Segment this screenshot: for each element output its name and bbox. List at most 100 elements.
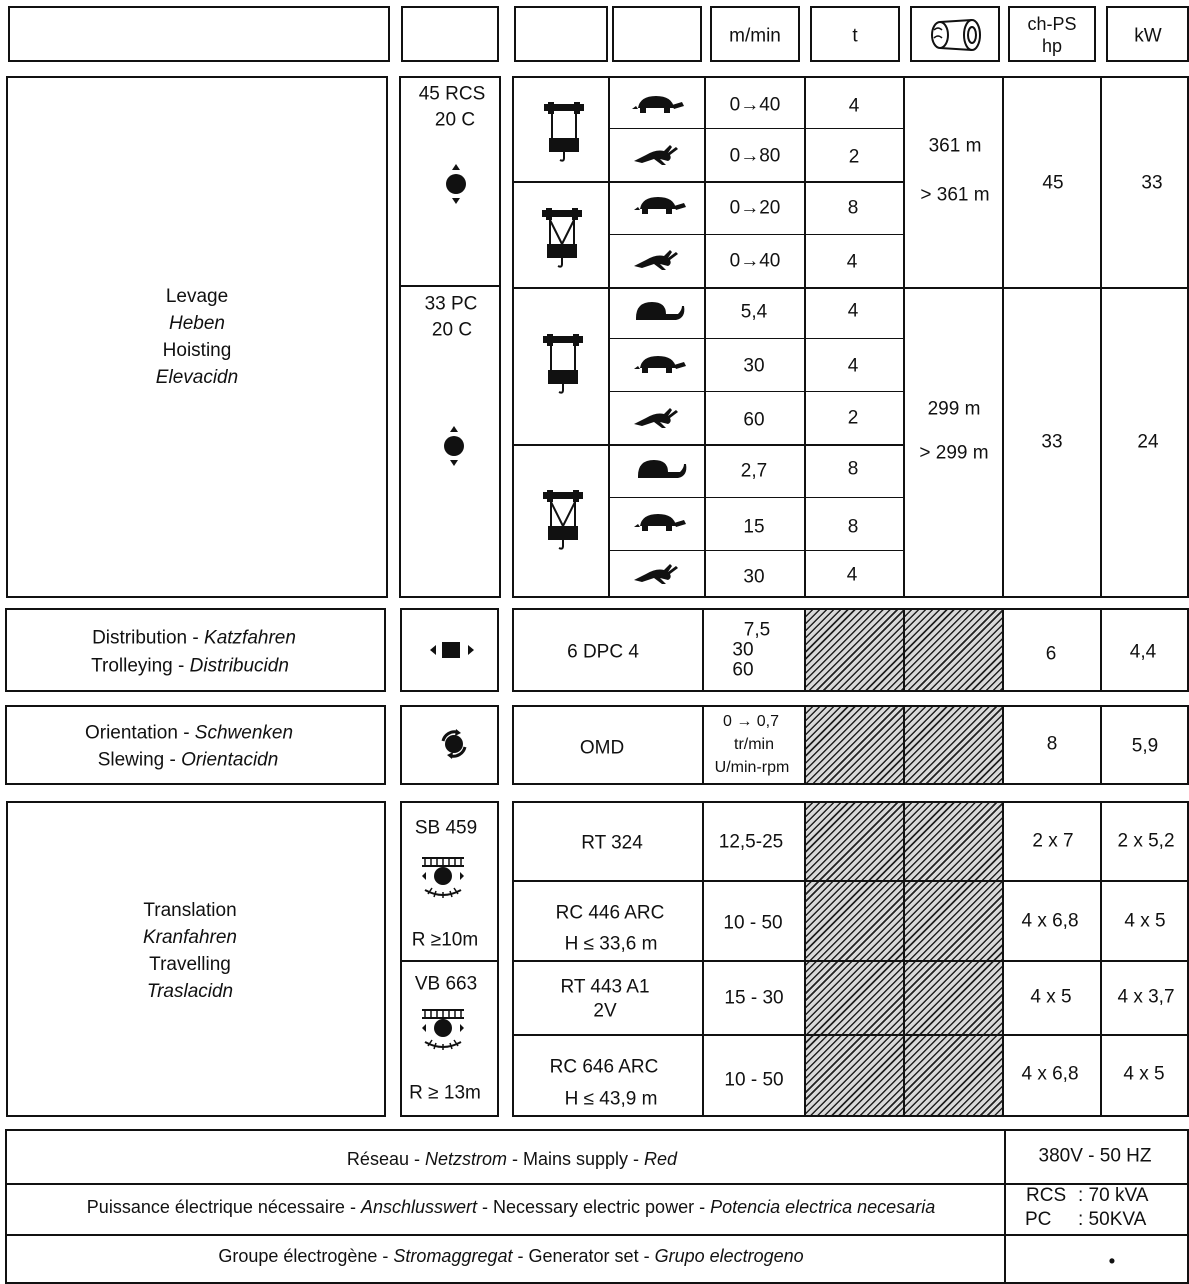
load-value: 4 — [846, 251, 858, 273]
levage-data-cell — [512, 76, 1189, 598]
travel-motor-model: RC 446 ARC — [555, 902, 665, 924]
kw-value: 33 — [1141, 172, 1163, 194]
load-value: 8 — [847, 197, 859, 219]
hp-value: 33 — [1041, 431, 1063, 453]
kw-header: kW — [1134, 25, 1162, 47]
orientation-label-line1: Orientation - Schwenken — [84, 722, 294, 744]
translation-label-fr: Translation — [143, 900, 237, 921]
hp-value: 6 — [1045, 643, 1057, 665]
header-cell-load — [810, 6, 900, 62]
rail-travel-icon — [421, 857, 465, 899]
levage-label-en: Hoisting — [162, 340, 232, 361]
winch2-model-line2: 20 C — [431, 319, 473, 341]
hare-icon — [634, 408, 678, 428]
speed-unit-header: m/min — [729, 25, 781, 47]
levage-label-es: Elevacidn — [155, 367, 239, 388]
kw-value: 2 x 5,2 — [1117, 830, 1175, 852]
electric-power-rcs-label: RCS — [1026, 1185, 1067, 1206]
levage-label-cell — [6, 76, 388, 598]
levage-label-fr: Levage — [165, 286, 229, 307]
generator-set-value: • — [1108, 1251, 1116, 1273]
double-reeving-hook-icon — [542, 489, 584, 550]
distribution-label-cell — [5, 608, 386, 692]
hoist-up-down-icon — [444, 426, 464, 466]
speed-value: 60 — [743, 409, 765, 431]
bogie2-model: VB 663 — [414, 973, 478, 995]
hoist-up-down-icon — [446, 164, 466, 204]
double-reeving-hook-icon — [541, 207, 583, 268]
header-cell-drum — [910, 6, 1000, 62]
power-supply-table — [5, 1129, 1189, 1284]
trolley-direction-icon — [430, 642, 474, 658]
trolley-speed-1: 7,5 — [743, 619, 771, 641]
translation-label-cell — [6, 801, 386, 1117]
header-cell-speed-icon — [612, 6, 702, 62]
hare-icon — [634, 564, 678, 584]
slewing-motor-model: OMD — [579, 737, 625, 759]
slewing-speed-unit-fr: tr/min — [734, 736, 774, 753]
levage-model-cell — [399, 76, 501, 598]
rail-travel-icon — [421, 1009, 465, 1051]
generator-set-label: Groupe électrogène - Stromaggregat - Gen… — [218, 1246, 804, 1266]
load-value: 4 — [847, 300, 859, 322]
cable-length-extended: > 299 m — [919, 442, 989, 464]
trolley-speed-2: 30 — [732, 639, 754, 661]
single-reeving-hook-icon — [542, 333, 584, 394]
orientation-label-line2: Slewing - Orientacidn — [97, 749, 279, 771]
hp-value: 4 x 6,8 — [1021, 910, 1079, 932]
trolley-speed-3: 60 — [732, 659, 754, 681]
snail-icon — [636, 302, 685, 320]
slewing-rotation-icon — [441, 729, 467, 759]
single-reeving-hook-icon — [543, 101, 585, 162]
header-cell-hook — [514, 6, 608, 62]
load-value: 4 — [847, 355, 859, 377]
speed-value: 15 — [743, 516, 765, 538]
hare-icon — [634, 145, 678, 165]
speed-value: 30 — [743, 355, 765, 377]
snail-icon — [638, 460, 687, 478]
translation-label-en: Travelling — [149, 954, 231, 975]
distribution-label-line1: Distribution - Katzfahren — [92, 627, 296, 649]
bogie1-model: SB 459 — [414, 817, 478, 839]
turtle-icon — [634, 356, 686, 373]
mains-supply-value: 380V - 50 HZ — [1038, 1145, 1152, 1167]
header-cell-label — [8, 6, 390, 62]
kw-value: 4 x 3,7 — [1117, 986, 1175, 1008]
levage-label-de: Heben — [168, 313, 225, 334]
travel-speed: 15 - 30 — [724, 987, 784, 1009]
cable-length: 299 m — [927, 398, 981, 420]
speed-value: 0→80 — [729, 145, 781, 167]
speed-value: 0→40 — [729, 94, 781, 116]
kw-value: 4 x 5 — [1124, 910, 1166, 932]
mains-supply-label: Réseau - Netzstrom - Mains supply - Red — [346, 1149, 678, 1169]
travel-motor-model: RT 324 — [581, 832, 643, 854]
header-cell-model — [401, 6, 499, 62]
turtle-icon — [634, 197, 686, 214]
travel-speed: 10 - 50 — [724, 1069, 784, 1091]
hp-value: 4 x 5 — [1030, 986, 1072, 1008]
load-value: 8 — [847, 516, 859, 538]
load-value: 4 — [848, 95, 860, 117]
cable-length-extended: > 361 m — [920, 184, 990, 206]
travel-height-limit: H ≤ 43,9 m — [564, 1088, 658, 1110]
hp-header-line2: hp — [1041, 36, 1063, 56]
translation-label-es: Traslacidn — [146, 981, 234, 1002]
travel-height-limit: H ≤ 33,6 m — [564, 933, 658, 955]
load-value: 8 — [847, 458, 859, 480]
turtle-icon — [632, 96, 684, 113]
bogie2-radius: R ≥ 13m — [409, 1082, 481, 1104]
electric-power-rcs-value: : 70 kVA — [1078, 1185, 1149, 1206]
hp-header-line1: ch-PS — [1027, 14, 1077, 34]
orientation-label-cell — [5, 705, 386, 785]
electric-power-pc-label: PC — [1025, 1209, 1052, 1230]
trolley-motor-model: 6 DPC 4 — [567, 641, 639, 663]
winch1-model-line2: 20 C — [434, 109, 476, 131]
load-value: 4 — [846, 564, 858, 586]
kw-value: 24 — [1137, 431, 1159, 453]
kw-value: 4 x 5 — [1123, 1063, 1165, 1085]
cable-length: 361 m — [928, 135, 982, 157]
electric-power-label: Puissance électrique nécessaire - Anschl… — [86, 1197, 936, 1217]
load-unit-header: t — [852, 25, 858, 47]
header-cell-hp — [1008, 6, 1096, 62]
speed-value: 0→20 — [729, 197, 781, 219]
